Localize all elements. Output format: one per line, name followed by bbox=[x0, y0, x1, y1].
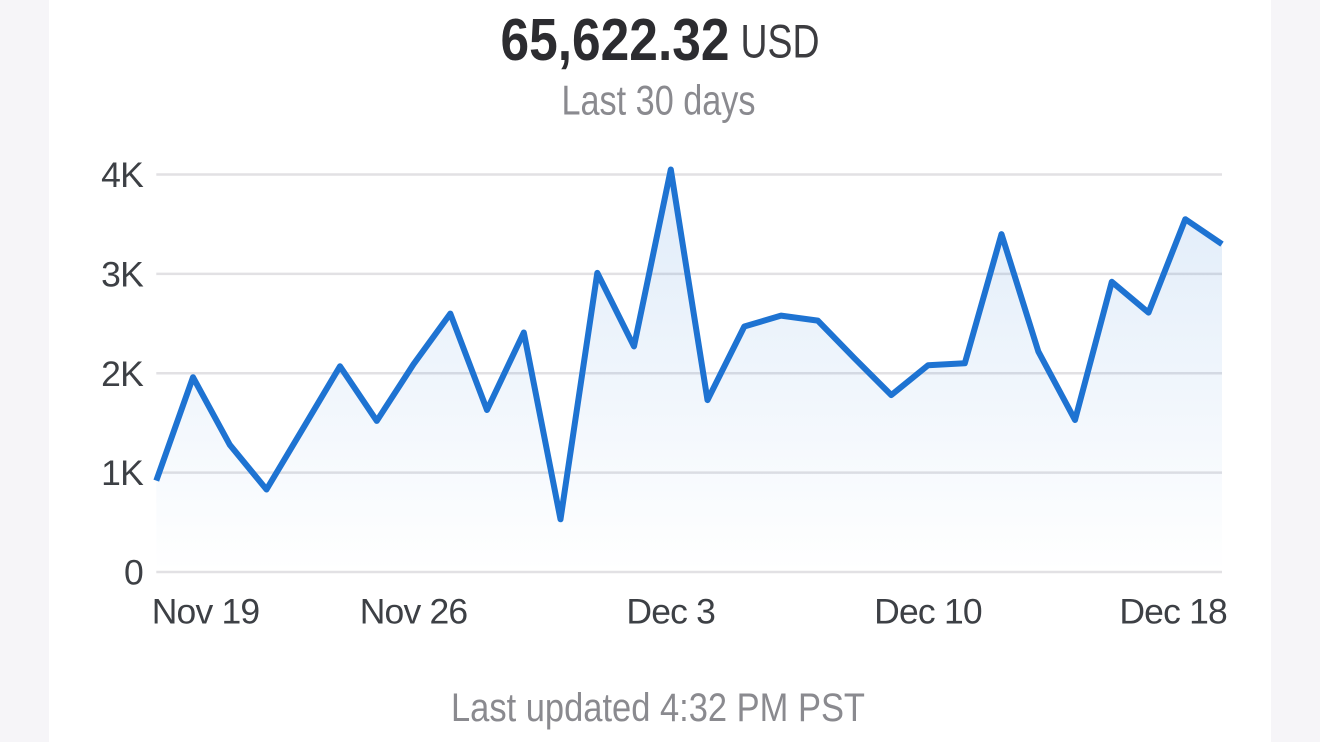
currency-label: USD bbox=[741, 16, 820, 69]
series-area bbox=[156, 169, 1222, 572]
y-tick-label: 2K bbox=[101, 354, 144, 394]
last-updated-label: Last updated 4:32 PM PST bbox=[451, 686, 865, 730]
x-tick-label: Dec 18 bbox=[1119, 592, 1227, 632]
series-line bbox=[153, 166, 1224, 523]
sales-chart: 65,622.32 USD Last 30 days 0 1K 2K 3K 4K Nov … bbox=[101, 6, 1228, 730]
y-tick-label: 0 bbox=[124, 553, 143, 593]
x-tick-label: Nov 19 bbox=[152, 592, 260, 632]
period-subtitle: Last 30 days bbox=[562, 77, 756, 124]
x-tick-label: Dec 10 bbox=[874, 592, 982, 632]
sales-summary-card: 65,622.32 USD Last 30 days 0 1K 2K 3K 4K Nov … bbox=[49, 0, 1271, 742]
x-tick-label: Dec 3 bbox=[626, 592, 715, 632]
y-tick-label: 3K bbox=[101, 254, 144, 294]
total-amount: 65,622.32 bbox=[501, 6, 730, 73]
y-tick-label: 1K bbox=[101, 453, 144, 493]
y-tick-label: 4K bbox=[101, 155, 144, 195]
x-tick-label: Nov 26 bbox=[360, 592, 468, 632]
